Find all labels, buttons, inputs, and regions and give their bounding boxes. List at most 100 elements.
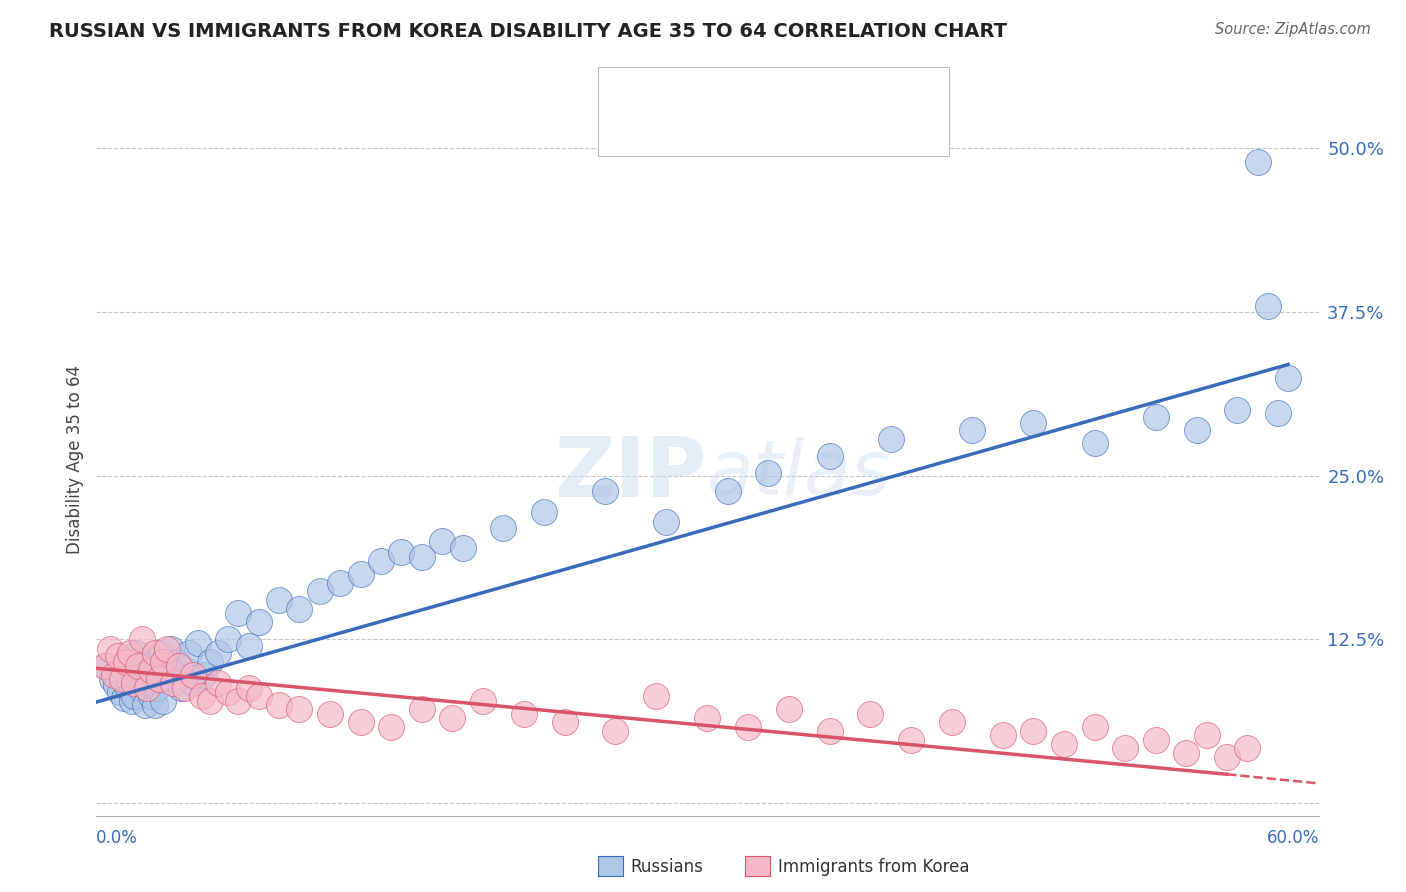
- Point: [238, 639, 260, 653]
- Text: Immigrants from Korea: Immigrants from Korea: [778, 858, 969, 876]
- Point: [111, 672, 134, 686]
- Point: [309, 584, 332, 599]
- Point: [605, 724, 627, 739]
- Point: [288, 702, 311, 716]
- Point: [319, 707, 342, 722]
- Point: [1053, 737, 1076, 751]
- Point: [1144, 733, 1167, 747]
- Point: [134, 698, 156, 712]
- Point: [101, 672, 124, 686]
- Text: ZIP: ZIP: [555, 434, 707, 514]
- Point: [183, 675, 205, 690]
- Point: [533, 505, 555, 519]
- Point: [717, 484, 740, 499]
- Point: [162, 675, 184, 690]
- Point: [152, 694, 174, 708]
- Point: [655, 515, 678, 529]
- Point: [513, 707, 536, 722]
- Point: [167, 658, 190, 673]
- Point: [124, 675, 146, 690]
- Point: [124, 689, 146, 703]
- Point: [1277, 370, 1299, 384]
- Point: [1226, 403, 1249, 417]
- Point: [1236, 741, 1258, 756]
- Point: [411, 549, 433, 564]
- Point: [1022, 724, 1045, 739]
- Point: [98, 641, 121, 656]
- Point: [1083, 720, 1105, 734]
- Point: [107, 649, 129, 664]
- Point: [962, 423, 984, 437]
- Point: [183, 667, 205, 681]
- Point: [1022, 417, 1045, 431]
- Point: [108, 685, 131, 699]
- Point: [207, 675, 229, 690]
- Point: [1114, 741, 1136, 756]
- Text: atlas: atlas: [707, 437, 891, 510]
- Point: [859, 707, 882, 722]
- Point: [1175, 747, 1198, 761]
- Point: [103, 667, 125, 681]
- Point: [758, 466, 780, 480]
- Point: [207, 646, 229, 660]
- Point: [1246, 154, 1268, 169]
- Point: [120, 675, 142, 690]
- Point: [170, 681, 193, 695]
- Point: [127, 672, 149, 686]
- Point: [125, 646, 148, 660]
- Point: [121, 694, 143, 708]
- Point: [143, 698, 166, 712]
- Point: [391, 544, 413, 558]
- Point: [991, 728, 1014, 742]
- Point: [288, 602, 311, 616]
- Point: [472, 694, 495, 708]
- Text: 60.0%: 60.0%: [1267, 829, 1319, 847]
- Point: [370, 554, 392, 568]
- Point: [554, 714, 576, 729]
- Text: 0.0%: 0.0%: [96, 829, 138, 847]
- Point: [228, 606, 250, 620]
- Point: [941, 714, 963, 729]
- Point: [193, 667, 215, 681]
- Point: [160, 641, 183, 656]
- Point: [228, 694, 250, 708]
- Text: RUSSIAN VS IMMIGRANTS FROM KOREA DISABILITY AGE 35 TO 64 CORRELATION CHART: RUSSIAN VS IMMIGRANTS FROM KOREA DISABIL…: [49, 22, 1007, 41]
- Point: [737, 720, 759, 734]
- Point: [148, 672, 170, 686]
- Point: [115, 655, 138, 669]
- Point: [198, 694, 221, 708]
- Point: [1257, 299, 1279, 313]
- Point: [162, 672, 184, 686]
- Point: [818, 449, 841, 463]
- Point: [880, 432, 903, 446]
- Point: [1216, 750, 1239, 764]
- Point: [127, 658, 149, 673]
- Point: [267, 593, 291, 607]
- Point: [451, 541, 474, 555]
- Point: [247, 615, 270, 630]
- Point: [174, 681, 197, 695]
- Point: [138, 652, 160, 666]
- Point: [492, 521, 515, 535]
- Point: [430, 534, 453, 549]
- Point: [139, 689, 162, 703]
- Point: [349, 566, 371, 581]
- Point: [129, 681, 152, 695]
- Point: [217, 685, 239, 699]
- Point: [115, 665, 138, 680]
- Point: [179, 646, 201, 660]
- Text: Source: ZipAtlas.com: Source: ZipAtlas.com: [1215, 22, 1371, 37]
- Y-axis label: Disability Age 35 to 64: Disability Age 35 to 64: [66, 365, 84, 554]
- Point: [818, 724, 841, 739]
- Point: [238, 681, 260, 695]
- Point: [135, 675, 157, 690]
- Point: [139, 663, 162, 677]
- Text: Russians: Russians: [630, 858, 703, 876]
- Point: [117, 681, 139, 695]
- Point: [645, 689, 668, 703]
- Point: [93, 658, 115, 673]
- Point: [166, 655, 188, 669]
- Point: [1083, 436, 1105, 450]
- Point: [441, 711, 464, 725]
- Point: [1195, 728, 1218, 742]
